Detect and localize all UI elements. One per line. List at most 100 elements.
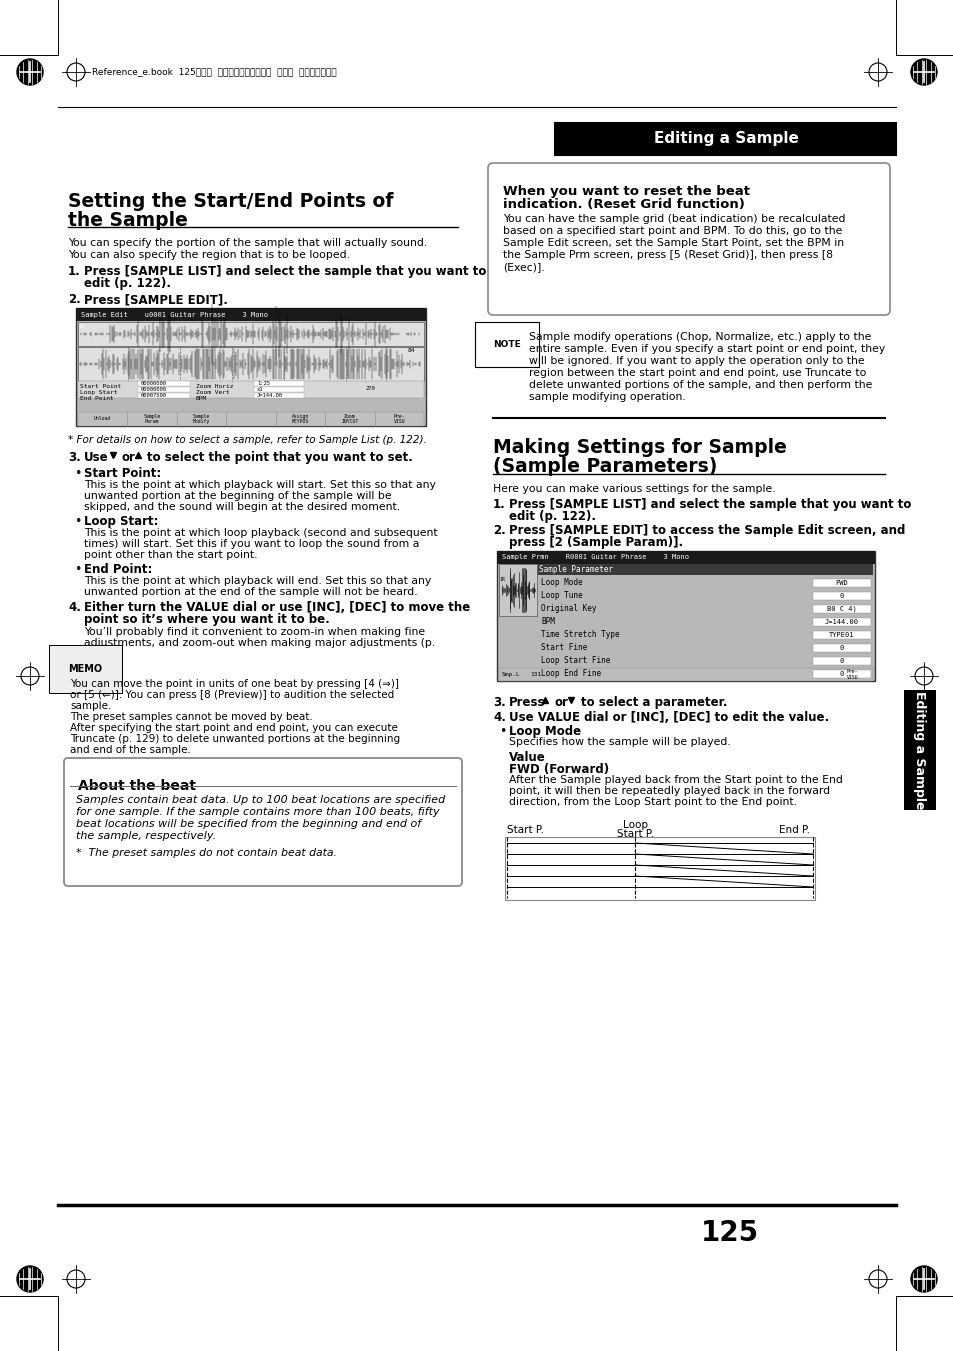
Text: •: • [498,725,506,738]
Text: unwanted portion at the beginning of the sample will be: unwanted portion at the beginning of the… [84,490,392,501]
Bar [497,551,874,681]
Text: beat locations will be specified from the beginning and end of: beat locations will be specified from th… [76,819,420,830]
Text: the Sample: the Sample [68,211,188,230]
Text: Loop: Loop [622,820,647,830]
Text: the sample, respectively.: the sample, respectively. [76,831,216,842]
Text: Either turn the VALUE dial or use [INC], [DEC] to move the: Either turn the VALUE dial or use [INC],… [84,601,470,613]
Bar [78,381,423,399]
Text: will be ignored. If you want to apply the operation only to the: will be ignored. If you want to apply th… [529,357,863,366]
Text: FWD: FWD [835,580,847,586]
Text: for one sample. If the sample contains more than 100 beats, fifty: for one sample. If the sample contains m… [76,807,439,817]
Text: direction, from the Loop Start point to the End point.: direction, from the Loop Start point to … [509,797,796,807]
Text: You’ll probably find it convenient to zoom-in when making fine: You’ll probably find it convenient to zo… [84,627,425,638]
Text: Sample Prmn    R0001 Guitar Phrase    3 Mono: Sample Prmn R0001 Guitar Phrase 3 Mono [501,554,688,561]
Text: 3.: 3. [68,451,81,463]
Text: press [2 (Sample Param)].: press [2 (Sample Param)]. [509,536,682,549]
Text: Loop Start:: Loop Start: [84,515,158,528]
Bar [812,657,870,665]
Bar [68,762,457,882]
Text: 0: 0 [839,671,843,677]
Text: Value: Value [509,751,545,765]
Text: 0: 0 [839,593,843,598]
Text: BPM: BPM [195,396,207,401]
Text: or: or [122,451,135,463]
Text: times) will start. Set this if you want to loop the sound from a: times) will start. Set this if you want … [84,539,419,549]
Text: You can also specify the region that is to be looped.: You can also specify the region that is … [68,250,350,259]
Bar [497,551,874,563]
Text: Start Fine: Start Fine [540,643,587,653]
Text: Sample
Param: Sample Param [143,413,161,424]
Bar [903,690,935,811]
Text: region between the start point and end point, use Truncate to: region between the start point and end p… [529,367,865,378]
Bar [555,123,895,155]
Text: The preset samples cannot be moved by beat.: The preset samples cannot be moved by be… [70,712,313,721]
Text: You can specify the portion of the sample that will actually sound.: You can specify the portion of the sampl… [68,238,427,249]
Bar [138,393,190,399]
Bar [498,563,537,616]
Text: 2.: 2. [68,293,81,305]
Bar [76,308,426,426]
Bar [812,605,870,613]
Bar [78,322,423,346]
Text: point other than the start point.: point other than the start point. [84,550,257,561]
Text: based on a specified start point and BPM. To do this, go to the: based on a specified start point and BPM… [502,226,841,236]
Bar [504,838,814,900]
Text: sample.: sample. [70,701,112,711]
Text: Zoom
INYCUT: Zoom INYCUT [341,413,358,424]
Text: After the Sample played back from the Start point to the End: After the Sample played back from the St… [509,775,842,785]
Text: After specifying the start point and end point, you can execute: After specifying the start point and end… [70,723,397,734]
Text: or [5 (⇐)]. You can press [8 (Preview)] to audition the selected: or [5 (⇐)]. You can press [8 (Preview)] … [70,690,394,700]
Text: Sample
Modify: Sample Modify [193,413,210,424]
Text: TYPE01: TYPE01 [828,632,854,638]
Text: (Sample Parameters): (Sample Parameters) [493,457,717,476]
Text: •: • [74,515,81,528]
Text: Start Point:: Start Point: [84,467,161,480]
Text: 2.: 2. [493,524,505,536]
Text: Loop Mode: Loop Mode [509,725,580,738]
Bar [253,386,304,392]
Text: * For details on how to select a sample, refer to Sample List (p. 122).: * For details on how to select a sample,… [68,435,426,444]
Text: the Sample Prm screen, press [5 (Reset Grid)], then press [8: the Sample Prm screen, press [5 (Reset G… [502,250,832,259]
Text: 1:25: 1:25 [256,381,270,386]
Text: Zoom Vert: Zoom Vert [195,390,230,394]
Text: Making Settings for Sample: Making Settings for Sample [493,438,786,457]
Text: Zoom Horiz: Zoom Horiz [195,384,233,389]
Text: Pre-
VISU: Pre- VISU [846,669,858,680]
Text: Press [SAMPLE LIST] and select the sample that you want to: Press [SAMPLE LIST] and select the sampl… [84,265,486,278]
FancyBboxPatch shape [64,758,461,886]
Text: Original Key: Original Key [540,604,596,613]
Text: Press [SAMPLE EDIT].: Press [SAMPLE EDIT]. [84,293,228,305]
Text: Sample Edit screen, set the Sample Start Point, set the BPM in: Sample Edit screen, set the Sample Start… [502,238,843,249]
FancyBboxPatch shape [488,163,889,315]
Circle shape [910,59,936,85]
Bar [812,580,870,586]
Text: sample modifying operation.: sample modifying operation. [529,392,685,403]
Text: edit (p. 122).: edit (p. 122). [84,277,171,290]
Text: This is the point at which playback will start. Set this so that any: This is the point at which playback will… [84,480,436,490]
Bar [138,386,190,392]
Text: x1: x1 [256,386,263,392]
Bar [78,347,423,381]
Text: 00000000: 00000000 [141,381,167,386]
Text: Truncate (p. 129) to delete unwanted portions at the beginning: Truncate (p. 129) to delete unwanted por… [70,734,399,744]
Text: Press [SAMPLE LIST] and select the sample that you want to: Press [SAMPLE LIST] and select the sampl… [509,499,910,511]
Circle shape [17,59,43,85]
Text: 125: 125 [700,1219,759,1247]
Text: 0: 0 [839,658,843,663]
Text: 84: 84 [408,349,416,353]
Text: End Point:: End Point: [84,563,152,576]
Text: skipped, and the sound will begin at the desired moment.: skipped, and the sound will begin at the… [84,503,399,512]
Bar [78,412,423,426]
Text: Samples contain beat data. Up to 100 beat locations are specified: Samples contain beat data. Up to 100 bea… [76,794,445,805]
Text: 1.: 1. [493,499,505,511]
Bar [812,617,870,626]
Text: This is the point at which playback will end. Set this so that any: This is the point at which playback will… [84,576,431,586]
Text: to select a parameter.: to select a parameter. [580,696,727,709]
Text: Sample Edit    u0001 Guitar Phrase    3 Mono: Sample Edit u0001 Guitar Phrase 3 Mono [81,312,268,317]
Text: unwanted portion at the end of the sample will not be heard.: unwanted portion at the end of the sampl… [84,586,417,597]
Text: End Point: End Point [80,396,113,401]
Text: 124).: 124). [84,648,112,659]
Text: point, it will then be repeatedly played back in the forward: point, it will then be repeatedly played… [509,786,829,796]
Text: Specifies how the sample will be played.: Specifies how the sample will be played. [509,738,730,747]
Text: 1.: 1. [68,265,81,278]
